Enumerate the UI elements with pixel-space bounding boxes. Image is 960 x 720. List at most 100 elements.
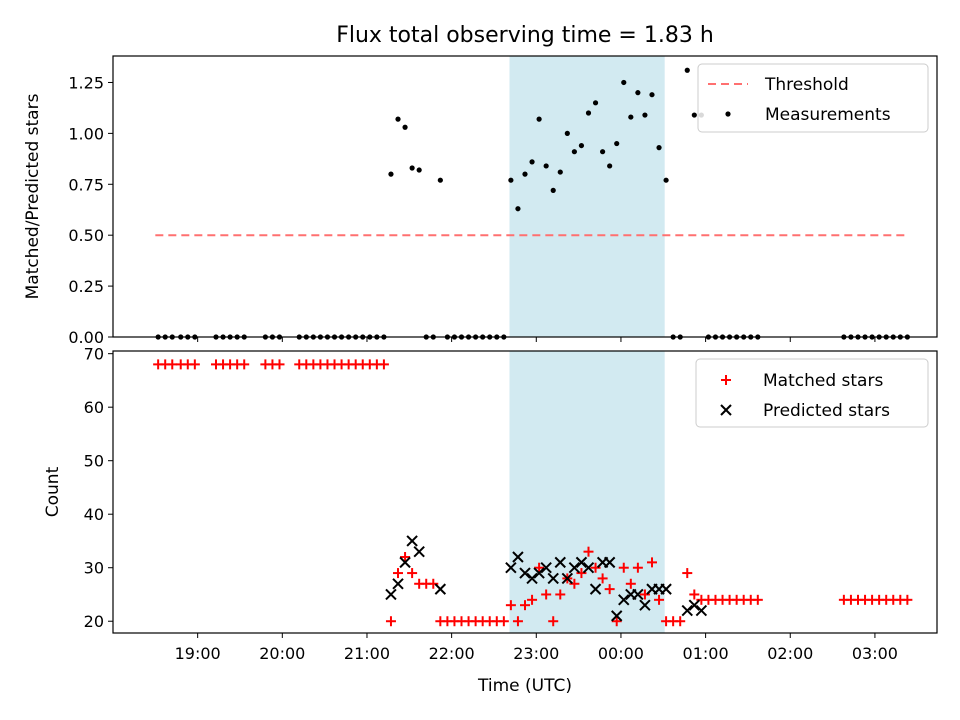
measurement-point xyxy=(578,142,585,149)
measurement-point xyxy=(663,177,669,183)
measurement-point xyxy=(621,79,627,86)
matched-star-marker xyxy=(274,359,285,370)
measurement-point xyxy=(550,187,556,193)
y-tick-label: 1.25 xyxy=(68,73,104,92)
predicted-star-marker xyxy=(540,562,552,574)
predicted-star-marker xyxy=(632,588,644,601)
y-axis-label: Matched/Predicted stars xyxy=(23,93,43,299)
legend-predicted-label: Predicted stars xyxy=(763,401,890,421)
legend-matched-label: Matched stars xyxy=(763,371,883,391)
measurement-point xyxy=(543,163,549,169)
measurement-point xyxy=(529,159,535,165)
y-tick-label: 30 xyxy=(84,559,104,578)
measurement-point xyxy=(571,149,577,155)
matched-star-marker xyxy=(632,562,643,573)
measurement-point xyxy=(649,92,655,98)
y-tick-label: 40 xyxy=(84,505,104,524)
matched-star-marker xyxy=(752,594,763,605)
matched-star-marker xyxy=(555,589,566,600)
x-tick-label: 00:00 xyxy=(598,644,644,663)
matched-star-marker xyxy=(618,562,629,573)
matched-star-marker xyxy=(902,594,913,605)
predicted-star-marker xyxy=(660,583,672,595)
legend-measurement-label: Measurements xyxy=(765,105,891,125)
bottom-panel: 20 30 40 50 60 70 Count 19:00 20:00 21:00 22:00 23:… xyxy=(43,345,938,696)
x-tick-label: 03:00 xyxy=(852,644,898,663)
x-tick-label: 02:00 xyxy=(767,644,813,663)
y-tick-label: 50 xyxy=(84,452,104,471)
measurement-point xyxy=(557,169,563,175)
y-tick-label: 1.00 xyxy=(68,124,104,143)
chart-title: Flux total observing time = 1.83 h xyxy=(336,23,714,48)
matched-star-marker xyxy=(239,359,250,370)
predicted-star-marker xyxy=(618,594,630,606)
matched-star-marker xyxy=(520,600,530,611)
y-tick-label: 0.00 xyxy=(68,328,104,347)
bottom-legend: Matched stars Predicted stars xyxy=(695,358,929,428)
matched-star-marker xyxy=(167,359,178,370)
predicted-star-marker xyxy=(399,556,411,569)
measurement-point xyxy=(564,130,570,136)
measurement-point xyxy=(635,90,641,96)
predicted-star-marker xyxy=(589,583,602,595)
measurement-point xyxy=(656,145,662,151)
measurement-point xyxy=(388,171,394,177)
y-tick-label: 20 xyxy=(84,612,104,631)
predicted-star-marker xyxy=(434,583,447,595)
predicted-star-marker xyxy=(688,599,701,611)
predicted-star-marker xyxy=(385,588,397,601)
measurement-point xyxy=(395,116,401,122)
y-tick-label: 0.25 xyxy=(68,277,104,296)
matched-star-marker xyxy=(597,573,608,584)
matched-star-marker xyxy=(569,578,580,589)
x-tick-label: 22:00 xyxy=(429,644,475,663)
predicted-star-marker xyxy=(533,567,545,579)
matched-star-marker xyxy=(682,568,693,579)
measurement-point xyxy=(614,140,620,147)
y-tick-label: 60 xyxy=(84,398,104,417)
matched-star-marker xyxy=(639,589,650,600)
matched-star-marker xyxy=(583,546,594,557)
bottom-axes-frame xyxy=(112,350,938,634)
matched-star-marker xyxy=(527,594,538,605)
measurement-point xyxy=(684,67,690,73)
measurement-point xyxy=(600,149,606,155)
legend-threshold-label: Threshold xyxy=(764,75,849,95)
legend-measurement-swatch xyxy=(725,111,731,117)
matched-star-marker xyxy=(590,562,601,573)
measurement-point xyxy=(515,206,521,212)
x-tick-label: 21:00 xyxy=(344,644,390,663)
matched-star-marker xyxy=(400,552,411,563)
matched-star-marker xyxy=(498,616,509,627)
matched-star-marker xyxy=(385,616,396,627)
predicted-star-marker xyxy=(611,610,623,622)
legend-predicted-swatch xyxy=(720,404,732,416)
predicted-star-marker xyxy=(526,572,538,585)
legend-matched-swatch xyxy=(721,375,731,385)
matched-star-marker xyxy=(646,557,657,568)
predicted-star-marker xyxy=(512,551,524,563)
predicted-star-marker xyxy=(695,604,708,617)
predicted-star-marker xyxy=(582,562,595,574)
predicted-star-marker xyxy=(519,567,531,579)
x-tick-label: 23:00 xyxy=(513,644,559,663)
matched-star-marker xyxy=(548,616,559,627)
predicted-star-marker xyxy=(568,562,581,574)
matched-star-marker xyxy=(675,616,686,627)
measurement-point xyxy=(522,171,528,177)
top-legend: Threshold Measurements xyxy=(697,63,929,133)
measurement-point xyxy=(607,163,613,169)
matched-star-marker xyxy=(534,562,545,573)
matched-star-marker xyxy=(576,568,587,579)
measurement-point xyxy=(642,112,648,118)
matched-star-marker xyxy=(428,578,439,589)
top-panel: 0.00 0.25 0.50 0.75 1.00 1.25 Matched/Predicte… xyxy=(23,55,938,347)
predicted-star-marker xyxy=(554,556,566,569)
predicted-star-marker xyxy=(603,556,616,569)
measurement-point xyxy=(691,112,697,118)
legend-box xyxy=(695,358,929,428)
predicted-star-marker xyxy=(392,578,404,590)
measurement-point xyxy=(592,100,599,106)
highlight-span xyxy=(509,351,665,633)
